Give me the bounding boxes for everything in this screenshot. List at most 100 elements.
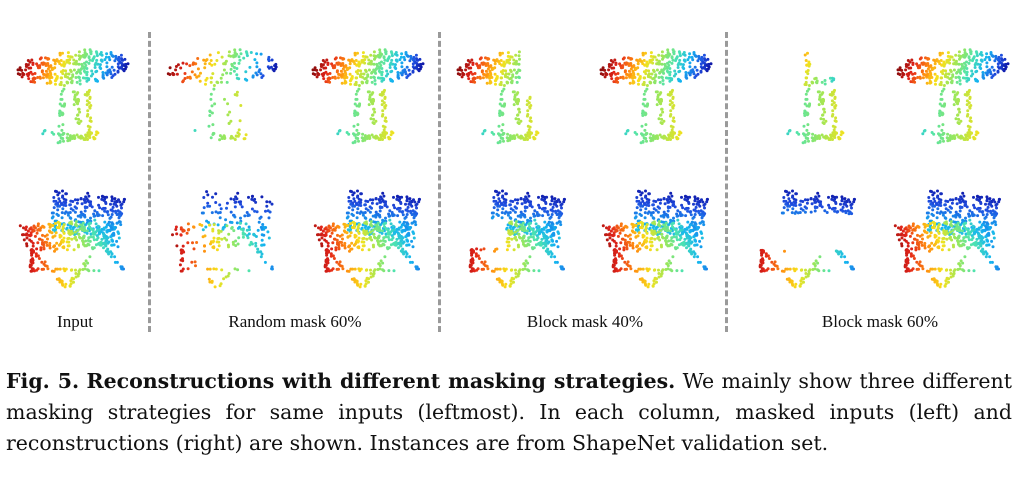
point (525, 134, 528, 138)
point (818, 93, 822, 97)
point (186, 241, 190, 245)
point (412, 198, 415, 202)
point (65, 80, 69, 84)
point (414, 53, 418, 57)
point (88, 255, 92, 259)
point (542, 246, 545, 250)
point (267, 55, 271, 59)
point (392, 195, 395, 199)
point (322, 77, 326, 81)
point (203, 62, 207, 66)
point (652, 279, 656, 283)
point (657, 230, 660, 234)
point (527, 200, 531, 204)
point (256, 228, 260, 232)
point (562, 200, 566, 204)
point (222, 134, 226, 138)
point (331, 76, 335, 79)
point (549, 235, 553, 239)
point (950, 135, 954, 139)
point (322, 233, 325, 237)
point (408, 255, 412, 259)
point (67, 244, 71, 248)
point (390, 58, 394, 62)
point (174, 228, 178, 231)
point (690, 240, 694, 244)
point (77, 50, 81, 54)
point (498, 53, 502, 57)
point (98, 65, 102, 69)
point (675, 56, 679, 60)
point (467, 66, 471, 70)
point (381, 109, 385, 113)
point (950, 55, 954, 59)
point (247, 195, 250, 199)
point (383, 255, 387, 259)
point (368, 97, 371, 101)
point (270, 58, 274, 62)
point (117, 198, 120, 202)
point (480, 260, 484, 264)
point (950, 79, 954, 83)
point (642, 83, 646, 87)
point (632, 72, 636, 76)
point (174, 68, 178, 72)
point (57, 197, 61, 201)
point (968, 106, 972, 110)
point (831, 138, 834, 141)
point (498, 102, 502, 106)
point (206, 193, 210, 197)
point (323, 60, 327, 64)
point (633, 216, 637, 220)
point (188, 76, 192, 80)
point (358, 269, 362, 273)
point (470, 58, 474, 62)
point (186, 228, 190, 232)
point (509, 207, 513, 211)
point (48, 225, 52, 229)
point (660, 135, 664, 139)
point (955, 133, 959, 137)
point (969, 116, 973, 120)
point (60, 89, 64, 93)
point (637, 202, 641, 206)
point (479, 56, 483, 60)
point (62, 239, 65, 243)
point (645, 139, 648, 143)
point (832, 128, 836, 132)
point (95, 130, 99, 134)
point (371, 214, 375, 218)
point (985, 52, 989, 56)
point (343, 225, 347, 229)
point (83, 66, 86, 69)
point (709, 62, 713, 66)
point (979, 51, 983, 54)
point (515, 80, 519, 84)
point (808, 62, 812, 66)
point (534, 243, 538, 247)
point (508, 203, 512, 207)
point (955, 71, 959, 75)
point (36, 222, 40, 226)
point (965, 73, 969, 77)
point (475, 247, 479, 251)
point (930, 131, 934, 134)
point (992, 68, 996, 72)
point (514, 272, 518, 275)
point (25, 244, 29, 248)
point (92, 238, 96, 242)
point (105, 52, 109, 56)
point (405, 54, 409, 58)
point (942, 139, 945, 143)
point (76, 214, 80, 218)
point (373, 236, 377, 240)
point (940, 76, 944, 80)
point (241, 228, 245, 232)
point (345, 131, 349, 134)
point (96, 62, 100, 66)
point (820, 80, 824, 84)
point (247, 225, 251, 229)
point (204, 78, 208, 82)
point (406, 209, 410, 213)
point (692, 202, 695, 206)
